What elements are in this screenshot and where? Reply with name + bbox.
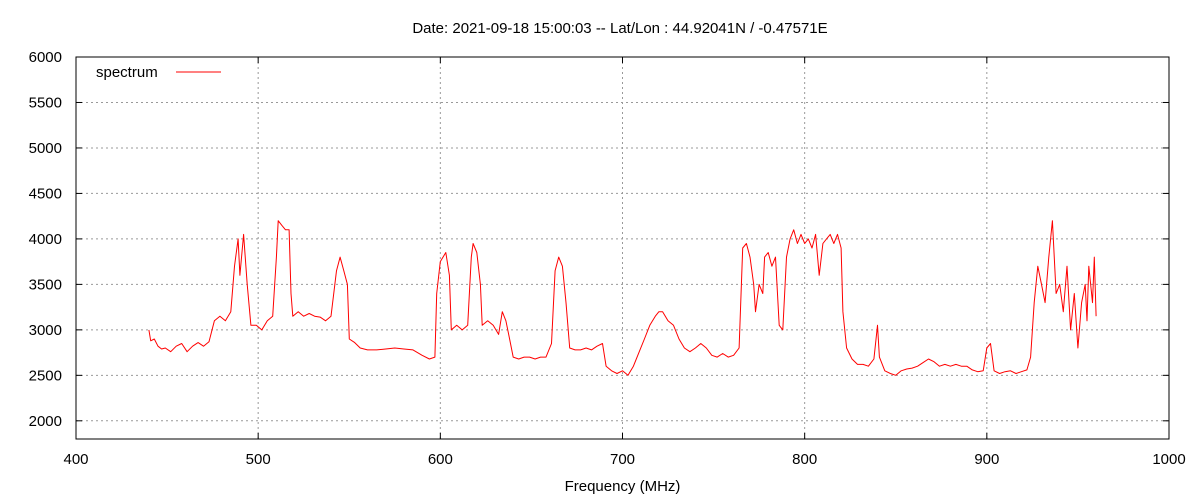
x-axis-label: Frequency (MHz) — [565, 478, 681, 495]
grid — [76, 57, 1169, 439]
axis-ticks: 400 500 600 700 800 900 1000 2000 2500 3000 3500 40… — [29, 49, 1186, 468]
x-tick-label: 400 — [63, 451, 88, 468]
y-tick-label: 6000 — [29, 49, 62, 66]
x-tick-label: 900 — [974, 451, 999, 468]
x-tick-label: 800 — [792, 451, 817, 468]
y-tick-label: 4500 — [29, 185, 62, 202]
legend: spectrum — [96, 64, 221, 81]
x-tick-label: 500 — [246, 451, 271, 468]
y-tick-label: 5000 — [29, 140, 62, 157]
legend-label-spectrum: spectrum — [96, 64, 158, 81]
chart-title: Date: 2021-09-18 15:00:03 -- Lat/Lon : 4… — [412, 20, 827, 37]
series-line-spectrum — [148, 220, 1097, 376]
y-tick-label: 2500 — [29, 367, 62, 384]
series-layer — [148, 220, 1097, 376]
y-tick-label: 3000 — [29, 322, 62, 339]
x-tick-label: 1000 — [1152, 451, 1185, 468]
y-tick-label: 2000 — [29, 413, 62, 430]
y-tick-label: 5500 — [29, 94, 62, 111]
x-tick-label: 600 — [428, 451, 453, 468]
y-tick-label: 4000 — [29, 231, 62, 248]
x-tick-label: 700 — [610, 451, 635, 468]
y-tick-label: 3500 — [29, 276, 62, 293]
